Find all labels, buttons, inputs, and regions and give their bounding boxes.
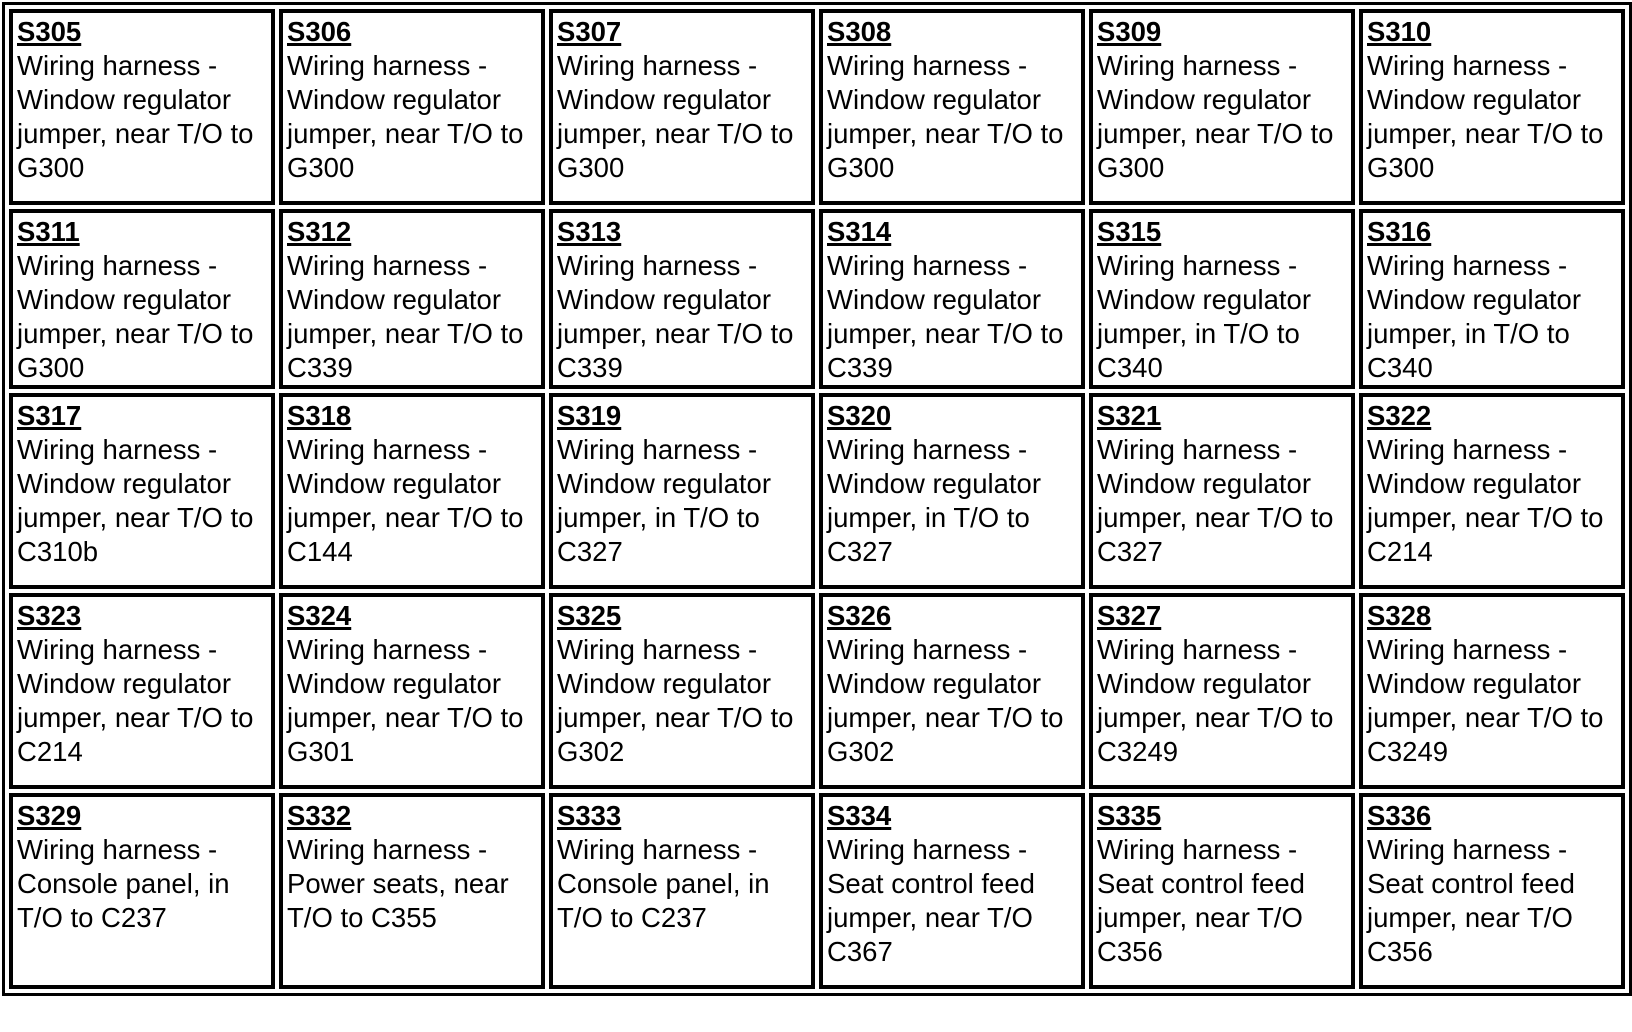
splice-cell: S306 Wiring harness - Window regulator ju… (279, 9, 545, 205)
splice-cell: S313 Wiring harness - Window regulator ju… (549, 209, 815, 389)
splice-code: S316 (1367, 216, 1432, 247)
splice-description: Wiring harness - Seat control feed jumpe… (827, 834, 1035, 967)
splice-description: Wiring harness - Window regulator jumper… (1097, 634, 1334, 767)
splice-description: Wiring harness - Window regulator jumper… (287, 250, 524, 383)
splice-code: S313 (557, 216, 622, 247)
splice-description: Wiring harness - Console panel, in T/O t… (17, 834, 230, 933)
splice-cell: S332 Wiring harness - Power seats, near T… (279, 793, 545, 989)
splice-code: S329 (17, 800, 82, 831)
splice-cell: S312 Wiring harness - Window regulator ju… (279, 209, 545, 389)
splice-cell: S310 Wiring harness - Window regulator ju… (1359, 9, 1625, 205)
splice-cell: S327 Wiring harness - Window regulator ju… (1089, 593, 1355, 789)
splice-cell: S309 Wiring harness - Window regulator ju… (1089, 9, 1355, 205)
splice-cell: S307 Wiring harness - Window regulator ju… (549, 9, 815, 205)
table-row: S305 Wiring harness - Window regulator ju… (9, 9, 1625, 205)
splice-description: Wiring harness - Seat control feed jumpe… (1367, 834, 1575, 967)
splice-description: Wiring harness - Window regulator jumper… (1097, 434, 1334, 567)
splice-cell: S311 Wiring harness - Window regulator ju… (9, 209, 275, 389)
splice-cell: S333 Wiring harness - Console panel, in T… (549, 793, 815, 989)
splice-description: Wiring harness - Window regulator jumper… (557, 250, 794, 383)
splice-cell: S315 Wiring harness - Window regulator ju… (1089, 209, 1355, 389)
splice-code: S318 (287, 400, 352, 431)
splice-cell: S322 Wiring harness - Window regulator ju… (1359, 393, 1625, 589)
splice-code: S305 (17, 16, 82, 47)
splice-code: S311 (17, 216, 80, 247)
splice-code: S326 (827, 600, 892, 631)
splice-table: S305 Wiring harness - Window regulator ju… (2, 2, 1632, 996)
table-row: S317 Wiring harness - Window regulator ju… (9, 393, 1625, 589)
splice-description: Wiring harness - Window regulator jumper… (287, 634, 524, 767)
splice-description: Wiring harness - Window regulator jumper… (287, 434, 524, 567)
splice-cell: S334 Wiring harness - Seat control feed j… (819, 793, 1085, 989)
splice-description: Wiring harness - Window regulator jumper… (1097, 250, 1311, 383)
splice-cell: S308 Wiring harness - Window regulator ju… (819, 9, 1085, 205)
splice-code: S322 (1367, 400, 1432, 431)
splice-code: S321 (1097, 400, 1162, 431)
splice-description: Wiring harness - Console panel, in T/O t… (557, 834, 770, 933)
splice-description: Wiring harness - Window regulator jumper… (1367, 434, 1604, 567)
splice-code: S332 (287, 800, 352, 831)
splice-cell: S328 Wiring harness - Window regulator ju… (1359, 593, 1625, 789)
splice-cell: S320 Wiring harness - Window regulator ju… (819, 393, 1085, 589)
splice-code: S323 (17, 600, 82, 631)
splice-code: S324 (287, 600, 352, 631)
splice-description: Wiring harness - Window regulator jumper… (827, 250, 1064, 383)
splice-description: Wiring harness - Window regulator jumper… (17, 50, 254, 183)
splice-code: S336 (1367, 800, 1432, 831)
splice-cell: S326 Wiring harness - Window regulator ju… (819, 593, 1085, 789)
splice-code: S309 (1097, 16, 1162, 47)
splice-description: Wiring harness - Window regulator jumper… (827, 434, 1041, 567)
table-row: S311 Wiring harness - Window regulator ju… (9, 209, 1625, 389)
splice-description: Wiring harness - Window regulator jumper… (1367, 50, 1604, 183)
splice-code: S314 (827, 216, 892, 247)
splice-code: S310 (1367, 16, 1432, 47)
splice-code: S319 (557, 400, 622, 431)
splice-code: S327 (1097, 600, 1162, 631)
splice-description: Wiring harness - Window regulator jumper… (17, 434, 254, 567)
splice-description: Wiring harness - Window regulator jumper… (17, 634, 254, 767)
splice-cell: S318 Wiring harness - Window regulator ju… (279, 393, 545, 589)
splice-description: Wiring harness - Window regulator jumper… (287, 50, 524, 183)
splice-code: S335 (1097, 800, 1162, 831)
splice-code: S334 (827, 800, 892, 831)
splice-code: S320 (827, 400, 892, 431)
splice-code: S315 (1097, 216, 1162, 247)
splice-description: Wiring harness - Window regulator jumper… (827, 634, 1064, 767)
splice-cell: S336 Wiring harness - Seat control feed j… (1359, 793, 1625, 989)
splice-cell: S323 Wiring harness - Window regulator ju… (9, 593, 275, 789)
splice-cell: S325 Wiring harness - Window regulator ju… (549, 593, 815, 789)
table-row: S329 Wiring harness - Console panel, in T… (9, 793, 1625, 989)
splice-cell: S317 Wiring harness - Window regulator ju… (9, 393, 275, 589)
splice-code: S312 (287, 216, 352, 247)
splice-description: Wiring harness - Window regulator jumper… (17, 250, 254, 383)
splice-cell: S321 Wiring harness - Window regulator ju… (1089, 393, 1355, 589)
splice-cell: S324 Wiring harness - Window regulator ju… (279, 593, 545, 789)
splice-description: Wiring harness - Window regulator jumper… (1097, 50, 1334, 183)
splice-description: Wiring harness - Window regulator jumper… (557, 634, 794, 767)
splice-cell: S319 Wiring harness - Window regulator ju… (549, 393, 815, 589)
splice-code: S333 (557, 800, 622, 831)
splice-cell: S305 Wiring harness - Window regulator ju… (9, 9, 275, 205)
splice-code: S328 (1367, 600, 1432, 631)
splice-code: S307 (557, 16, 622, 47)
splice-description: Wiring harness - Window regulator jumper… (1367, 634, 1604, 767)
splice-description: Wiring harness - Power seats, near T/O t… (287, 834, 509, 933)
table-row: S323 Wiring harness - Window regulator ju… (9, 593, 1625, 789)
splice-description: Wiring harness - Window regulator jumper… (557, 50, 794, 183)
splice-description: Wiring harness - Window regulator jumper… (557, 434, 771, 567)
splice-cell: S316 Wiring harness - Window regulator ju… (1359, 209, 1625, 389)
splice-cell: S314 Wiring harness - Window regulator ju… (819, 209, 1085, 389)
splice-description: Wiring harness - Seat control feed jumpe… (1097, 834, 1305, 967)
splice-description: Wiring harness - Window regulator jumper… (827, 50, 1064, 183)
splice-code: S308 (827, 16, 892, 47)
splice-code: S325 (557, 600, 622, 631)
splice-code: S306 (287, 16, 352, 47)
splice-code: S317 (17, 400, 82, 431)
splice-cell: S335 Wiring harness - Seat control feed j… (1089, 793, 1355, 989)
splice-description: Wiring harness - Window regulator jumper… (1367, 250, 1581, 383)
splice-cell: S329 Wiring harness - Console panel, in T… (9, 793, 275, 989)
